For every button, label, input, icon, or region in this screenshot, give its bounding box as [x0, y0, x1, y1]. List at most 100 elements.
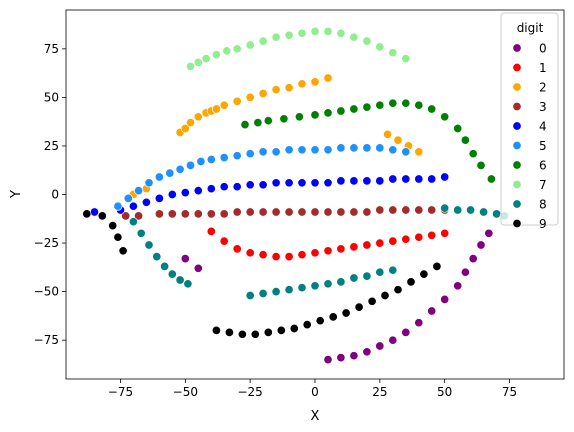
x-tick-label: 25: [372, 385, 387, 399]
data-point-digit-5: [185, 160, 196, 170]
data-point-digit-9: [419, 269, 429, 279]
data-point-digit-4: [401, 174, 411, 184]
data-point-digit-6: [440, 112, 450, 122]
data-points: [82, 26, 509, 365]
data-point-digit-7: [388, 48, 398, 58]
data-point-digit-9: [380, 290, 390, 301]
legend-title: digit: [517, 21, 544, 35]
data-point-digit-6: [253, 118, 263, 128]
data-point-digit-0: [180, 254, 190, 264]
data-point-digit-8: [160, 261, 170, 271]
data-point-digit-9: [113, 232, 123, 242]
data-point-digit-4: [323, 178, 333, 188]
y-axis-label: Y: [9, 190, 24, 199]
data-point-digit-8: [136, 228, 146, 238]
data-point-digit-5: [297, 145, 307, 155]
data-point-digit-5: [175, 164, 185, 174]
data-point-digit-2: [232, 96, 242, 106]
data-point-digit-8: [152, 252, 162, 262]
data-point-digit-3: [297, 207, 307, 217]
data-point-digit-3: [258, 207, 268, 217]
data-point-digit-9: [328, 312, 338, 322]
data-point-digit-3: [154, 209, 164, 219]
data-point-digit-1: [401, 234, 411, 244]
data-point-digit-1: [388, 236, 398, 246]
data-point-digit-9: [315, 316, 325, 326]
data-point-digit-8: [245, 290, 255, 301]
data-point-digit-0: [401, 327, 411, 337]
data-point-digit-2: [258, 88, 268, 99]
data-point-digit-6: [476, 160, 486, 170]
data-point-digit-4: [128, 201, 138, 211]
data-point-digit-1: [427, 230, 437, 240]
legend-frame: [500, 12, 559, 226]
data-point-digit-9: [250, 329, 260, 339]
data-point-digit-4: [141, 197, 151, 207]
legend-label-digit-2: 2: [539, 81, 547, 95]
data-point-digit-3: [271, 207, 281, 217]
y-tick-label: 75: [44, 42, 59, 56]
legend-marker-digit-3: [512, 101, 522, 112]
x-axis-label: X: [311, 409, 320, 424]
data-point-digit-6: [294, 112, 304, 122]
data-point-digit-2: [193, 112, 203, 122]
data-point-digit-4: [245, 180, 255, 190]
data-point-digit-7: [271, 32, 281, 42]
data-point-digit-9: [367, 296, 377, 306]
data-point-digit-4: [219, 182, 229, 192]
x-axis-ticks: −75 −50 −25 0 25 50 75: [108, 379, 517, 399]
data-point-digit-0: [427, 306, 437, 316]
data-point-digit-3: [427, 205, 437, 215]
data-point-digit-9: [97, 211, 107, 221]
data-point-digit-0: [484, 228, 494, 238]
data-point-digit-8: [440, 203, 450, 213]
x-tick-label: 50: [437, 385, 452, 399]
data-point-digit-2: [211, 104, 221, 114]
data-point-digit-6: [279, 114, 289, 124]
data-point-digit-3: [349, 207, 359, 217]
data-point-digit-5: [113, 201, 123, 211]
data-point-digit-2: [383, 129, 393, 139]
data-point-digit-8: [175, 275, 185, 285]
data-point-digit-5: [196, 156, 206, 167]
data-point-digit-0: [414, 318, 424, 328]
data-point-digit-3: [362, 207, 372, 217]
data-point-digit-4: [167, 189, 177, 200]
data-point-digit-5: [323, 145, 333, 155]
data-point-digit-9: [82, 209, 92, 219]
data-point-digit-5: [219, 153, 229, 163]
data-point-digit-3: [206, 209, 216, 219]
data-point-digit-3: [219, 209, 229, 219]
data-point-digit-3: [375, 205, 385, 215]
data-point-digit-7: [375, 42, 385, 52]
data-point-digit-9: [118, 246, 128, 256]
legend-label-digit-7: 7: [539, 178, 547, 192]
data-point-digit-3: [193, 209, 203, 219]
data-point-digit-5: [144, 178, 154, 188]
data-point-digit-8: [492, 209, 502, 219]
data-point-digit-7: [258, 36, 268, 46]
data-point-digit-7: [185, 61, 196, 71]
legend: digit 0 1 2 3 4 5 6 7 8 9: [500, 12, 559, 231]
y-axis-ticks: −75 −50 −25 0 25 50 75: [34, 42, 66, 347]
data-point-digit-1: [414, 232, 424, 242]
data-point-digit-5: [245, 149, 255, 159]
data-point-digit-5: [134, 186, 144, 196]
data-point-digit-1: [284, 252, 294, 262]
data-point-digit-5: [123, 193, 133, 203]
data-point-digit-8: [167, 269, 177, 279]
data-point-digit-1: [258, 250, 268, 260]
data-point-digit-9: [432, 261, 442, 271]
data-point-digit-8: [144, 240, 154, 250]
data-point-digit-2: [297, 79, 307, 89]
data-point-digit-4: [284, 178, 294, 188]
data-point-digit-1: [362, 240, 372, 250]
data-point-digit-8: [323, 279, 333, 289]
data-point-digit-4: [336, 176, 346, 186]
data-point-digit-5: [336, 143, 346, 153]
data-point-digit-4: [232, 182, 242, 192]
legend-marker-digit-5: [512, 140, 522, 151]
data-point-digit-1: [323, 246, 333, 256]
data-point-digit-5: [165, 168, 175, 178]
data-point-digit-9: [237, 329, 247, 339]
